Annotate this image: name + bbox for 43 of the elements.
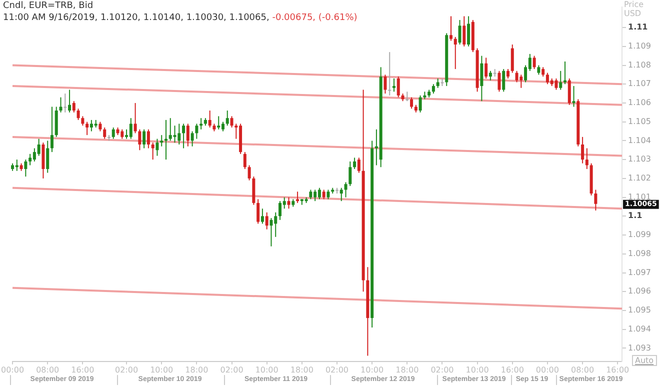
y-tick-label: 1.098 xyxy=(628,248,651,258)
candlestick xyxy=(64,94,67,112)
x-tick-label: 02:00 xyxy=(430,365,454,374)
y-tick-label: 1.103 xyxy=(628,154,651,164)
y-tick-label: 1.096 xyxy=(628,286,651,296)
candlestick xyxy=(572,86,576,107)
y-tick-label: 1.101 xyxy=(628,192,651,202)
text: 11:00 AM 9/16/2019, 1.10120, 1.10140, 1.10030, 1.10065, -0.00675, (-0.61%) xyxy=(3,13,358,23)
auto-button[interactable]: Auto xyxy=(632,355,657,366)
y-tick-label: 1.106 xyxy=(628,98,651,108)
x-tick-label: 02:00 xyxy=(325,365,349,374)
x-tick-label: 16:00 xyxy=(500,365,524,374)
x-tick-label: 18:00 xyxy=(290,365,314,374)
x-tick-label: 18:00 xyxy=(185,365,208,374)
x-tick-label: 10:00 xyxy=(255,365,278,374)
x-tick-label: 00:00 xyxy=(536,365,559,374)
x-tick-label: 16:00 xyxy=(71,365,94,374)
x-tick-label: 10:00 xyxy=(150,365,174,374)
x-tick-label: 02:00 xyxy=(220,365,244,374)
y-tick-label: 1.102 xyxy=(628,174,651,183)
x-tick-label: 08:00 xyxy=(571,365,594,374)
y-tick-label: 1.11 xyxy=(628,22,648,32)
candlestick xyxy=(388,52,392,96)
x-tick-label: 10:00 xyxy=(466,365,489,374)
chart-title: Cndl, EUR=TRB, Bid xyxy=(3,1,94,11)
y-tick-label: 1.094 xyxy=(628,324,651,334)
y-tick-label: 1.099 xyxy=(628,230,651,240)
y-tick-label: 1.093 xyxy=(628,343,651,352)
y-tick-label: 1.097 xyxy=(628,268,651,277)
y-tick-label: 1.104 xyxy=(628,136,651,145)
x-tick-label: 08:00 xyxy=(36,365,60,374)
x-tick-label: 02:00 xyxy=(115,365,138,374)
y-tick-label: 1.1 xyxy=(628,211,643,220)
y-tick-label: 1.108 xyxy=(628,60,651,70)
y-tick-label: 1.107 xyxy=(628,79,651,88)
x-tick-label: 16:00 xyxy=(606,365,630,374)
x-tick-label: 00:00 xyxy=(0,365,24,374)
x-tick-label: 10:00 xyxy=(360,365,384,374)
y-tick-label: 1.095 xyxy=(628,306,651,315)
y-tick-label: 1.105 xyxy=(628,116,651,126)
y-axis-title: Price USD xyxy=(624,0,645,18)
x-tick-label: 18:00 xyxy=(396,365,419,374)
y-tick-label: 1.109 xyxy=(628,41,651,50)
